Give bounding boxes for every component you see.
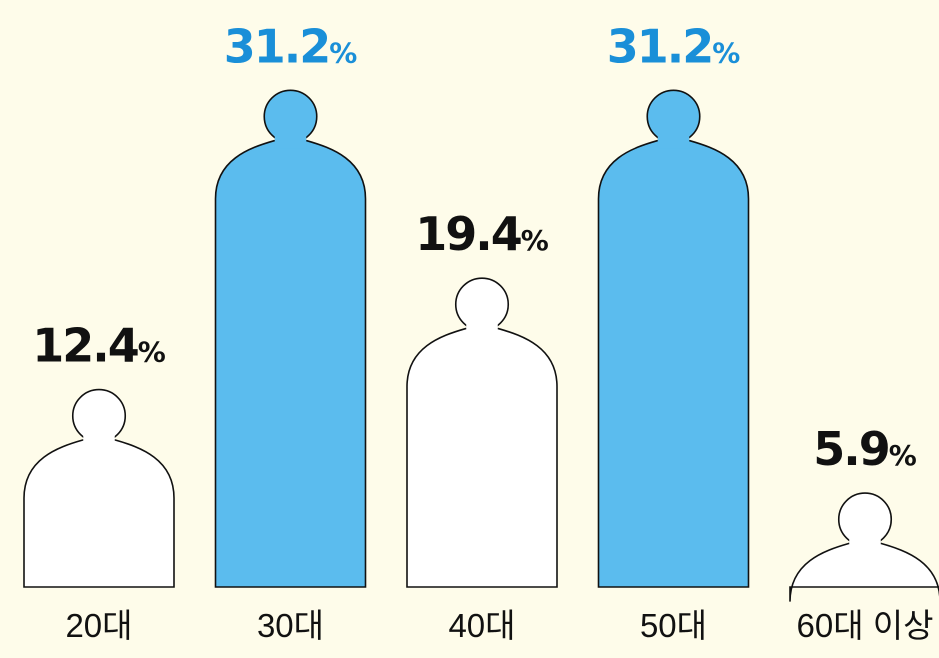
- value-label: 12.4%: [32, 319, 166, 373]
- figure-body: [597, 139, 750, 588]
- figure-neck: [274, 134, 307, 149]
- figure-bar-2: [406, 277, 558, 588]
- figure-body: [406, 327, 558, 588]
- value-label: 19.4%: [415, 207, 549, 261]
- figure-bar-0: [23, 388, 175, 588]
- category-label: 40대: [448, 607, 515, 644]
- figure-neck: [466, 322, 498, 337]
- chart-figures: [23, 89, 939, 602]
- value-label: 5.9%: [813, 422, 917, 476]
- value-labels: 12.4% 31.2% 19.4% 31.2% 5.9%: [32, 19, 917, 476]
- figure-neck: [657, 134, 690, 149]
- figure-bar-1: [214, 89, 367, 588]
- figure-body: [214, 139, 367, 588]
- value-label: 31.2%: [224, 19, 358, 73]
- value-label: 31.2%: [607, 19, 741, 73]
- figure-bar-3: [597, 89, 750, 588]
- figure-neck: [83, 433, 115, 448]
- figure-bar-4: [789, 492, 939, 602]
- category-label: 30대: [257, 607, 324, 644]
- figure-neck: [849, 537, 881, 552]
- category-labels: 20대 30대 40대 50대 60대 이상: [65, 607, 933, 644]
- category-label: 20대: [65, 607, 132, 644]
- category-label: 50대: [640, 607, 707, 644]
- figure-body: [789, 542, 939, 602]
- figure-body: [23, 439, 175, 588]
- category-label: 60대 이상: [797, 607, 934, 644]
